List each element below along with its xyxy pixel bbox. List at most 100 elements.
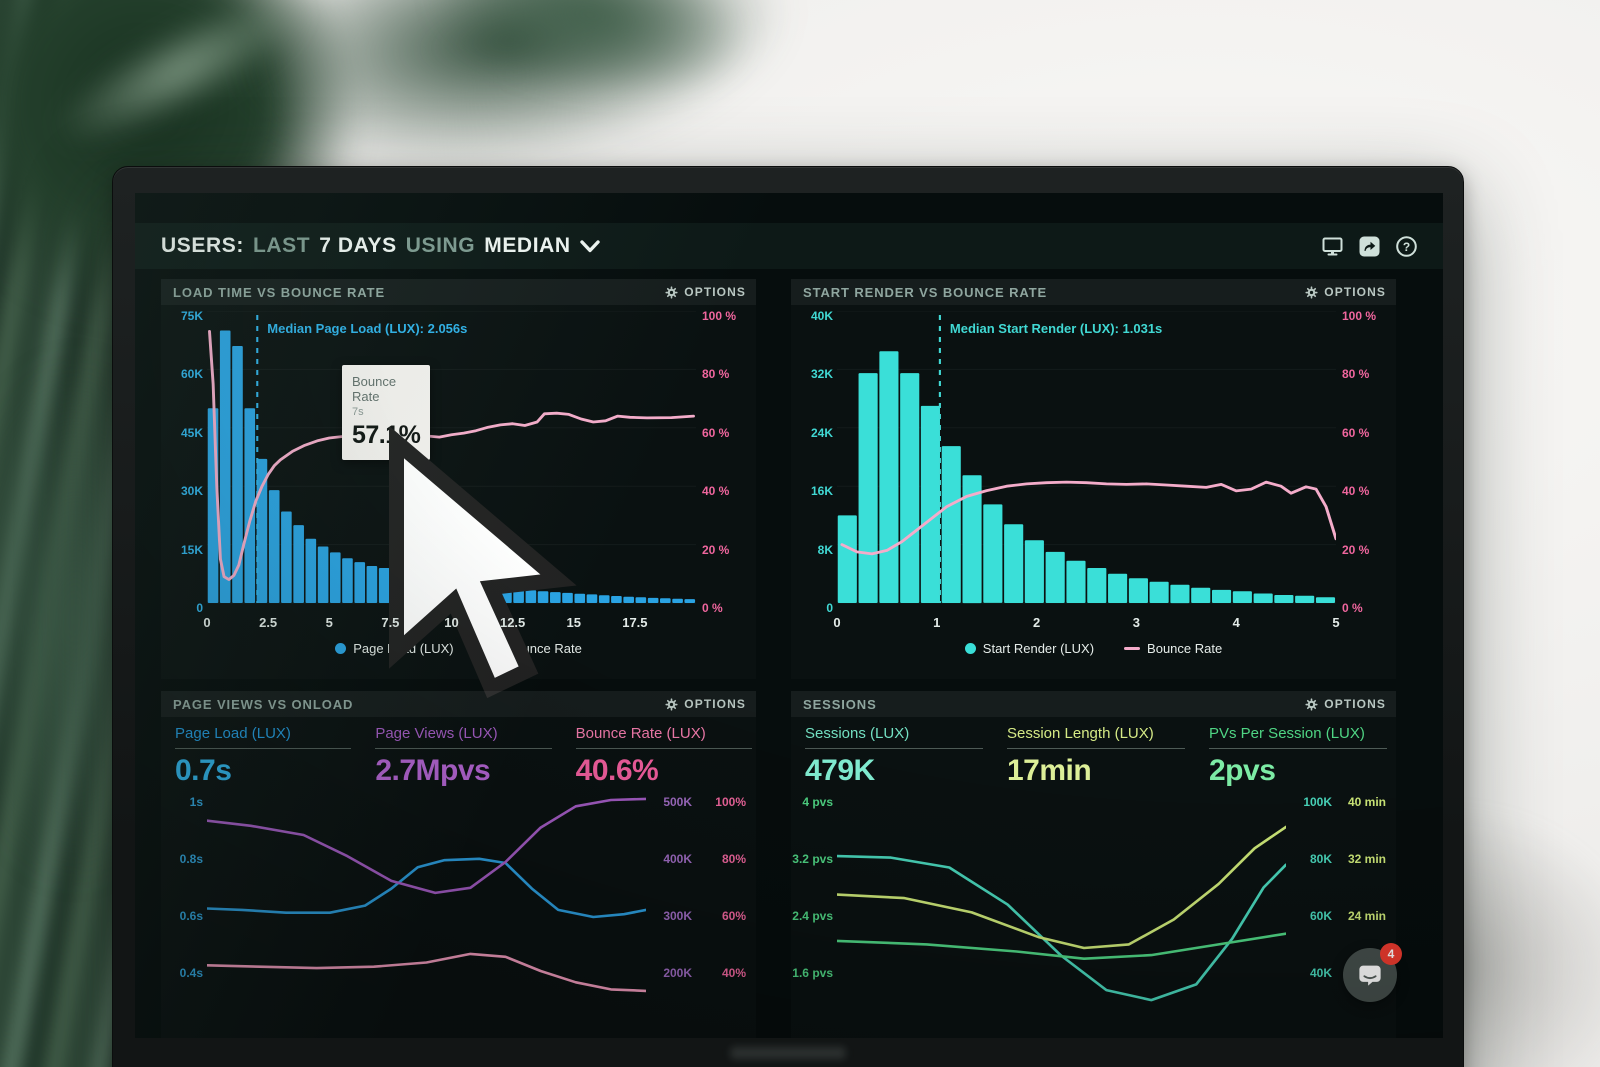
axis-tick: 0 [826,601,833,615]
axis-tick: 0 % [702,601,723,615]
metric-summary-row: Page Load (LUX) 0.7s Page Views (LUX) 2.… [161,717,756,787]
metric-label: Page Views (LUX) [375,725,552,749]
axis-tick: 400K [663,851,692,866]
axis-tick: 60 % [702,425,730,440]
axis-tick: 2 [1032,615,1041,630]
axis-tick: 5 [325,615,333,630]
start-render-chart[interactable] [837,311,1336,611]
axis-tick: 17.5 [622,615,648,630]
options-button[interactable]: OPTIONS [1305,697,1386,711]
panel-title: START RENDER VS BOUNCE RATE [803,284,1048,300]
metric-page-views: Page Views (LUX) 2.7Mpvs [375,725,552,787]
y-axis-left: 75K 60K 45K 30K 15K 0 [165,309,207,615]
metric-session-length: Session Length (LUX) 17min [1007,725,1185,787]
legend-label: Bounce Rate [1147,641,1223,656]
axis-tick: 2.5 [259,615,278,630]
users-range-dropdown[interactable]: USERS: LAST 7 DAYS USING MEDIAN [161,234,600,258]
legend-dash [1124,647,1141,650]
title-users: USERS: [161,234,244,257]
page-views-onload-chart[interactable] [207,792,646,1039]
axis-tick: 32 min [1347,851,1386,866]
axis-tick: 1 [933,615,941,630]
chat-unread-badge: 4 [1380,943,1402,965]
title-median: MEDIAN [484,234,571,257]
chart-area: 40K 32K 24K 16K 8K 0 Median Start Render (LUX… [791,309,1396,615]
options-button[interactable]: OPTIONS [665,697,746,711]
axis-tick-row: 300K 60% [646,909,750,923]
display-icon[interactable] [1321,235,1343,257]
panel-header: LOAD TIME VS BOUNCE RATE OPTIONS [161,279,756,305]
axis-tick: 1s [189,794,203,809]
y-axis-right: 100K 40 min 80K 32 min 60K 24 min 40K [1286,792,1390,1039]
metric-sessions: Sessions (LUX) 479K [805,725,983,787]
legend-dot [335,643,347,654]
axis-tick: 3 [1132,615,1141,630]
chart-tooltip: Bounce Rate 7s 57.1% [342,365,430,460]
legend-item: Start Render (LUX) [964,641,1094,656]
y-axis-left: 1s 0.8s 0.6s 0.4s [165,792,207,1039]
title-last: LAST [252,234,311,257]
share-icon[interactable] [1358,235,1380,257]
axis-tick: 100 % [702,309,737,323]
tooltip-x-value: 7s [352,406,364,418]
axis-tick: 7.5 [381,615,400,630]
axis-tick: 20 % [702,542,730,557]
gear-icon [665,697,678,711]
axis-tick: 12.5 [499,615,526,630]
axis-tick: 40K [1309,965,1332,980]
axis-tick: 60K [1309,908,1332,923]
axis-tick: 500K [663,794,692,809]
axis-tick: 16K [810,484,833,499]
axis-tick: 15K [180,542,203,557]
metric-bounce-rate: Bounce Rate (LUX) 40.6% [575,725,752,787]
help-icon[interactable]: ? [1395,235,1417,257]
axis-tick: 32K [810,367,833,382]
sessions-chart[interactable] [837,792,1286,1039]
plot [837,792,1286,1039]
metric-value: 17min [1007,754,1092,787]
header-icons: ? [1321,235,1417,257]
axis-tick: 40% [721,965,746,980]
axis-tick: 10 [444,615,459,630]
axis-tick: 0 % [1342,601,1363,615]
axis-tick: 24 min [1347,908,1386,923]
axis-tick: 20 % [1342,542,1370,557]
chart-area: 75K 60K 45K 30K 15K 0 Median Page Load (LUX):… [161,309,756,699]
chart-area: 1s 0.8s 0.6s 0.4s 500K 100% 400K 80% 300K 60% 200… [161,792,756,1039]
plot: Median Page Load (LUX): 2.056s Bounce Ra… [207,311,696,699]
svg-text:?: ? [1402,240,1409,254]
panel-title: PAGE VIEWS VS ONLOAD [173,696,354,712]
axis-tick: 300K [663,908,692,923]
y-axis-left: 40K 32K 24K 16K 8K 0 [795,309,837,615]
panel-start-render-vs-bounce-rate: START RENDER VS BOUNCE RATE OPTIONS 40K 3… [791,279,1396,679]
axis-tick: 60 % [1342,425,1370,440]
axis-tick: 3.2 pvs [792,851,833,866]
axis-tick: 40K [810,309,833,323]
metric-label: Session Length (LUX) [1007,725,1185,749]
axis-tick-row: 200K 40% [646,966,750,980]
options-button[interactable]: OPTIONS [665,285,746,299]
axis-tick: 24K [810,425,833,440]
options-label: OPTIONS [684,285,746,299]
panel-header: PAGE VIEWS VS ONLOAD OPTIONS [161,691,756,717]
legend: Start Render (LUX) Bounce Rate [791,641,1396,656]
plot: Median Start Render (LUX): 1.031s [837,311,1336,611]
chat-widget-button[interactable]: 4 [1343,943,1402,1002]
app-header: USERS: LAST 7 DAYS USING MEDIAN [135,223,1443,269]
axis-tick: 30K [180,484,203,499]
axis-tick-row: 40K [1286,966,1390,980]
metric-pvs-per-session: PVs Per Session (LUX) 2pvs [1209,725,1387,787]
x-axis: 0 2.5 5 7.5 10 12.5 15 17.5 [203,613,696,633]
axis-tick: 100 % [1342,309,1377,323]
axis-tick: 5 [1332,615,1340,630]
metric-value: 2.7Mpvs [375,754,491,787]
axis-tick: 75K [180,309,203,323]
axis-tick: 40 % [1342,484,1370,499]
options-button[interactable]: OPTIONS [1305,285,1386,299]
options-label: OPTIONS [684,697,746,711]
legend-item: Bounce Rate [1124,641,1222,656]
axis-tick: 60K [180,367,203,382]
gear-icon [1305,285,1318,299]
axis-tick-row: 80K 32 min [1286,852,1390,866]
